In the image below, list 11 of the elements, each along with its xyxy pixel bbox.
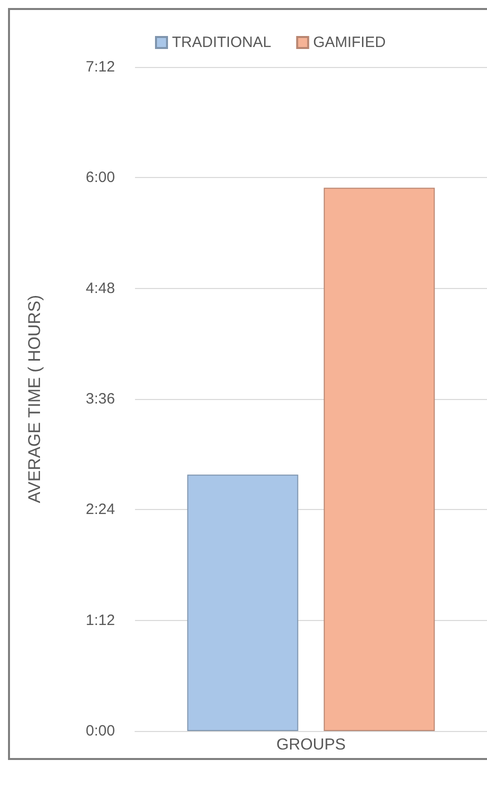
y-tick-label: 0:00 — [86, 722, 115, 740]
y-axis-title: AVERAGE TIME ( HOURS) — [25, 294, 44, 504]
y-tick-label: 2:24 — [86, 501, 115, 518]
legend-label: GAMIFIED — [313, 34, 386, 51]
x-tick-label: GROUPS — [276, 736, 346, 754]
y-tick-label: 4:48 — [86, 280, 115, 297]
y-tick-label: 1:12 — [86, 612, 115, 629]
y-tick-label: 3:36 — [86, 390, 115, 408]
y-tick-label: 7:12 — [86, 58, 115, 76]
legend-label: TRADITIONAL — [172, 34, 272, 51]
y-tick-label: 6:00 — [86, 169, 115, 186]
